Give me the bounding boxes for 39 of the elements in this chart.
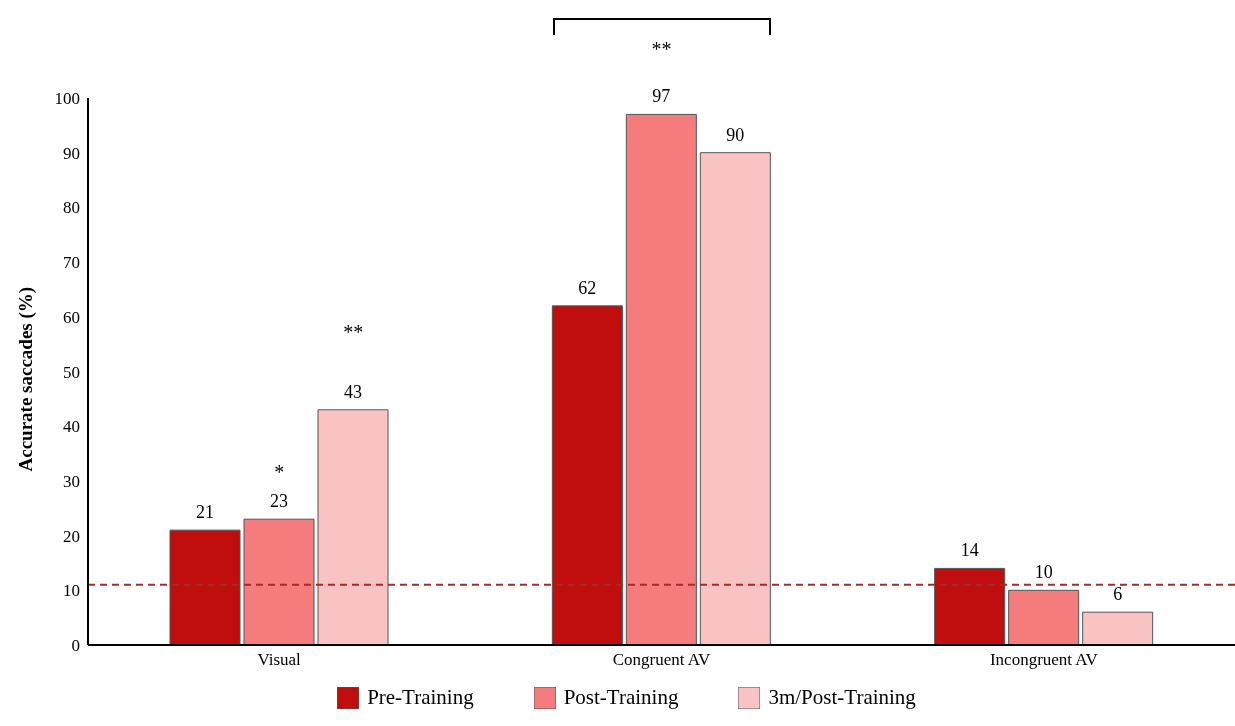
y-tick-label: 80 — [63, 198, 80, 218]
x-tick-label: Visual — [257, 650, 302, 670]
bar — [1008, 589, 1080, 645]
x-tick-label: Congruent AV — [612, 650, 711, 670]
data-label: 14 — [960, 540, 979, 561]
y-tick-label: 30 — [63, 471, 80, 491]
bar — [169, 529, 241, 645]
y-tick-label: 10 — [63, 581, 80, 601]
data-label: 90 — [726, 124, 745, 145]
legend-label: Pre-Training — [366, 685, 474, 710]
y-tick-label: 20 — [63, 526, 80, 546]
bar — [551, 305, 623, 645]
annotation: ** — [342, 320, 365, 344]
bar — [1082, 611, 1154, 645]
y-tick-label: 0 — [71, 636, 80, 656]
y-axis-title: Accurate saccades (%) — [14, 286, 37, 472]
text: ** — [650, 38, 673, 61]
data-label: 10 — [1034, 562, 1053, 583]
data-label: 43 — [344, 381, 362, 402]
data-label: 23 — [270, 491, 288, 512]
legend-label: Post-Training — [562, 685, 679, 710]
bar — [317, 409, 389, 645]
data-label: 62 — [578, 277, 597, 298]
bar — [699, 152, 771, 645]
bar — [934, 567, 1006, 645]
y-tick-label: 40 — [63, 417, 80, 437]
y-tick-label: 50 — [63, 362, 80, 382]
data-label: 97 — [652, 86, 671, 107]
bar — [625, 113, 697, 645]
y-tick-label: 60 — [63, 307, 80, 327]
x-tick-label: Incongruent AV — [989, 650, 1099, 670]
annotation: * — [274, 461, 285, 484]
data-label: 21 — [196, 502, 214, 523]
y-tick-label: 70 — [63, 253, 80, 273]
y-tick-label: 100 — [54, 89, 80, 109]
legend-label: 3m/Post-Training — [767, 685, 916, 710]
bar — [243, 518, 315, 645]
y-tick-label: 90 — [63, 143, 80, 163]
data-label: 6 — [1113, 584, 1123, 605]
